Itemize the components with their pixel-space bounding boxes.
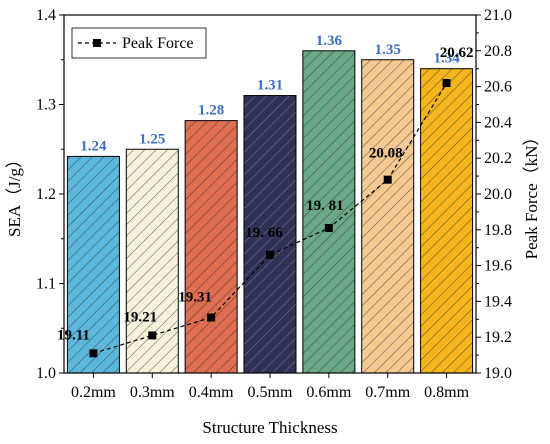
peak-force-point xyxy=(89,349,98,358)
bar-0.3mm xyxy=(125,148,179,374)
y2-tick-label: 19.8 xyxy=(484,222,512,239)
bar-value-label: 1.25 xyxy=(139,131,165,147)
legend: Peak Force xyxy=(71,27,207,59)
y2-tick-label: 20.2 xyxy=(484,150,512,167)
legend-marker xyxy=(93,39,101,47)
y-tick-label: 1.2 xyxy=(36,186,56,203)
bar-value-label: 1.24 xyxy=(80,138,107,154)
bar-value-label: 1.31 xyxy=(257,78,283,94)
y2-tick-label: 20.6 xyxy=(484,79,512,96)
y2-tick-label: 20.4 xyxy=(484,114,512,131)
x-tick-label: 0.2mm xyxy=(71,384,116,401)
peak-force-point xyxy=(266,250,274,259)
x-tick-label: 0.6mm xyxy=(306,384,351,401)
bar-value-label: 1.35 xyxy=(375,42,401,58)
y2-tick-label: 19.2 xyxy=(484,329,512,346)
y-tick-label: 1.1 xyxy=(36,276,56,293)
peak-force-point xyxy=(324,224,333,233)
y-tick-label: 1.0 xyxy=(36,365,56,382)
legend-label: Peak Force xyxy=(122,35,194,52)
y2-tick-label: 19.4 xyxy=(484,293,512,310)
bar-0.5mm xyxy=(243,95,297,374)
bars-layer xyxy=(66,50,474,374)
bar-0.4mm xyxy=(184,120,238,374)
y-tick-label: 1.3 xyxy=(36,97,56,114)
bar-value-label: 1.34 xyxy=(433,51,460,67)
x-tick-label: 0.7mm xyxy=(365,384,410,401)
peak-force-label: 20.08 xyxy=(369,146,403,162)
peak-force-point xyxy=(383,175,392,184)
peak-force-label: 19.11 xyxy=(57,327,90,343)
x-tick-label: 0.8mm xyxy=(424,384,469,401)
y2-tick-label: 21.0 xyxy=(484,7,512,24)
y-axis-title: SEA（J/g） xyxy=(5,151,24,237)
x-tick-label: 0.3mm xyxy=(130,384,175,401)
y2-tick-label: 20.0 xyxy=(484,186,512,203)
peak-force-label: 19. 81 xyxy=(306,198,344,214)
line-layer xyxy=(89,79,451,358)
y-tick-label: 1.4 xyxy=(36,7,56,24)
bar-0.2mm xyxy=(66,155,120,374)
x-axis-title: Structure Thickness xyxy=(202,418,337,437)
bar-value-label: 1.36 xyxy=(316,33,343,49)
bar-0.8mm xyxy=(420,68,474,374)
x-tick-label: 0.5mm xyxy=(248,384,293,401)
bar-0.7mm xyxy=(361,59,415,374)
peak-force-label: 20.62 xyxy=(440,45,474,61)
peak-force-label: 19.31 xyxy=(178,290,212,306)
x-tick-label: 0.4mm xyxy=(189,384,234,401)
bar-0.6mm xyxy=(302,50,356,374)
peak-force-label: 19.21 xyxy=(123,309,157,325)
y2-tick-label: 19.0 xyxy=(484,365,512,382)
labels-layer: 1.24 1.25 1.28 1.31 1.36 1.35 1.34 19.11 19.21 19… xyxy=(57,33,473,344)
y2-axis-title: Peak Force（kN） xyxy=(522,129,541,260)
bar-value-label: 1.28 xyxy=(198,103,224,119)
y2-tick-label: 20.8 xyxy=(484,43,512,60)
peak-force-point xyxy=(207,313,216,322)
peak-force-point xyxy=(442,79,451,88)
axes-layer: 0.2mm 0.3mm 0.4mm 0.5mm 0.6mm 0.7mm 0.8mm 1.0 1.… xyxy=(36,7,512,401)
peak-force-label: 19. 66 xyxy=(245,225,283,241)
peak-force-point xyxy=(148,331,157,340)
y2-tick-label: 19.6 xyxy=(484,258,512,275)
